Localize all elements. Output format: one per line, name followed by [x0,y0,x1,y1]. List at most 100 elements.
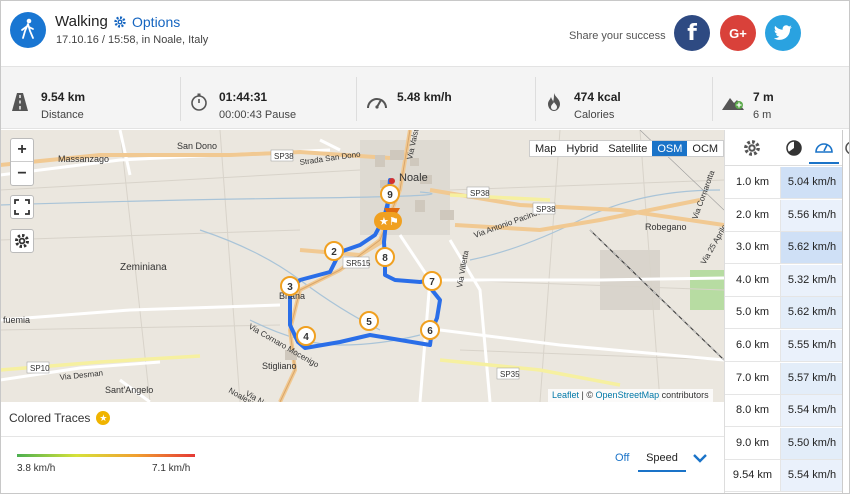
split-speed: 5.04 km/h [781,167,843,198]
gear-icon[interactable] [743,139,761,157]
stat-value: 7 m [753,90,774,104]
km-marker-3[interactable]: 3 [280,276,300,296]
map-label-fuemia: fuemia [3,315,30,325]
zoom-control: + − [10,138,34,186]
scrollbar-edge[interactable] [842,130,850,494]
stat-label: Calories [574,109,615,121]
split-row[interactable]: 8.0 km 5.54 km/h [725,395,843,428]
activity-header: Walking Options 17.10.16 / 15:58, in Noa… [0,0,850,66]
map-canvas: Massanzago San Dono Noale Zeminiana Bria… [0,130,724,402]
options-button[interactable]: Options [113,14,180,30]
km-marker-4[interactable]: 4 [296,326,316,346]
split-distance: 4.0 km [725,264,781,296]
gradient-min-label: 3.8 km/h [17,463,56,474]
split-row[interactable]: 6.0 km 5.55 km/h [725,330,843,362]
svg-text:★⚑: ★⚑ [379,215,399,228]
start-finish-marker[interactable]: ★⚑ [374,208,402,230]
split-speed: 5.50 km/h [781,427,843,459]
map-settings-button[interactable] [10,229,34,253]
splits-header [725,130,843,166]
km-marker-7[interactable]: 7 [422,271,442,291]
fullscreen-button[interactable] [10,195,34,219]
attribution-separator: | © [581,390,594,400]
split-row[interactable]: 1.0 km 5.04 km/h [725,167,843,199]
layer-satellite[interactable]: Satellite [608,143,648,155]
leaflet-link[interactable]: Leaflet [552,390,580,400]
stat-value: 474 kcal [574,90,621,104]
split-distance: 5.0 km [725,297,781,329]
speedometer-icon [367,98,387,109]
twitter-bird-icon [773,25,792,40]
speed-tab[interactable] [809,130,839,164]
colored-traces-label: Colored Traces [9,411,91,425]
stat-distance: 9.54 km Distance [0,67,180,129]
route-map[interactable]: Massanzago San Dono Noale Zeminiana Bria… [0,130,724,402]
split-row[interactable]: 2.0 km 5.56 km/h [725,199,843,232]
split-row[interactable]: 4.0 km 5.32 km/h [725,264,843,297]
layer-hybrid[interactable]: Hybrid [566,143,599,155]
split-distance: 1.0 km [725,167,781,198]
split-speed: 5.55 km/h [781,330,843,361]
split-speed: 5.54 km/h [781,395,843,427]
layer-ocm[interactable]: OCM [692,143,719,155]
km-marker-5[interactable]: 5 [359,311,379,331]
split-distance: 6.0 km [725,330,781,361]
km-marker-9[interactable]: 9 [380,184,400,204]
split-row[interactable]: 7.0 km 5.57 km/h [725,362,843,395]
map-label-noale: Noale [399,172,428,184]
colored-traces-title: Colored Traces ★ [9,411,111,425]
split-row[interactable]: 3.0 km 5.62 km/h [725,232,843,265]
map-attribution: Leaflet | © OpenStreetMap contributors [548,389,713,402]
google-plus-icon: G+ [729,25,747,41]
layer-osm[interactable]: OSM [652,141,688,156]
gear-icon [15,234,29,248]
gradient-max-label: 7.1 km/h [152,463,191,474]
split-distance: 3.0 km [725,232,781,264]
stat-calories: 474 kcal Calories [536,67,712,129]
svg-text:SP35: SP35 [500,370,520,379]
trace-mode-select[interactable]: Speed [638,446,686,472]
chevron-down-icon[interactable] [692,452,708,464]
traces-off-button[interactable]: Off [615,452,630,464]
split-speed: 5.32 km/h [781,264,843,296]
km-marker-2[interactable]: 2 [324,241,344,261]
split-distance: 2.0 km [725,199,781,231]
stat-value: 01:44:31 [219,90,268,104]
openstreetmap-link[interactable]: OpenStreetMap [595,390,660,400]
elevation-icon [722,98,744,110]
split-speed: 5.62 km/h [781,297,843,329]
svg-text:5: 5 [366,317,372,328]
zoom-in-button[interactable]: + [11,139,33,162]
walking-icon [10,12,46,48]
facebook-share-button[interactable]: f [674,15,710,51]
svg-text:SP38: SP38 [470,189,490,198]
svg-text:2: 2 [331,247,337,258]
km-marker-8[interactable]: 8 [375,247,395,267]
speed-gradient-legend [17,454,195,457]
svg-text:SP38: SP38 [274,152,294,161]
map-label-massanzago: Massanzago [58,154,109,164]
stopwatch-icon [191,93,207,111]
svg-text:SP10: SP10 [30,364,50,373]
share-label: Share your success [569,30,666,42]
map-label-stigliano: Stigliano [262,361,297,371]
trace-mode-value: Speed [646,452,678,464]
layer-map[interactable]: Map [535,143,557,155]
split-row[interactable]: 9.54 km 5.54 km/h [725,460,843,493]
star-icon: ★ [96,411,111,425]
pie-chart-icon[interactable] [786,140,802,156]
map-label-san-dono: San Dono [177,141,217,151]
facebook-icon: f [687,20,697,46]
flame-icon [548,93,560,111]
svg-text:SP38: SP38 [536,205,556,214]
split-row[interactable]: 9.0 km 5.50 km/h [725,427,843,460]
split-row[interactable]: 5.0 km 5.62 km/h [725,297,843,330]
split-speed: 5.54 km/h [781,460,843,492]
splits-table: 1.0 km 5.04 km/h 2.0 km 5.56 km/h 3.0 km 5.62… [724,130,843,494]
google-plus-share-button[interactable]: G+ [720,15,756,51]
twitter-share-button[interactable] [765,15,801,51]
road-shield-sp38: SP38 [270,149,294,162]
stat-duration: 01:44:31 00:00:43 Pause [181,67,356,129]
zoom-out-button[interactable]: − [17,164,27,182]
km-marker-6[interactable]: 6 [420,320,440,340]
